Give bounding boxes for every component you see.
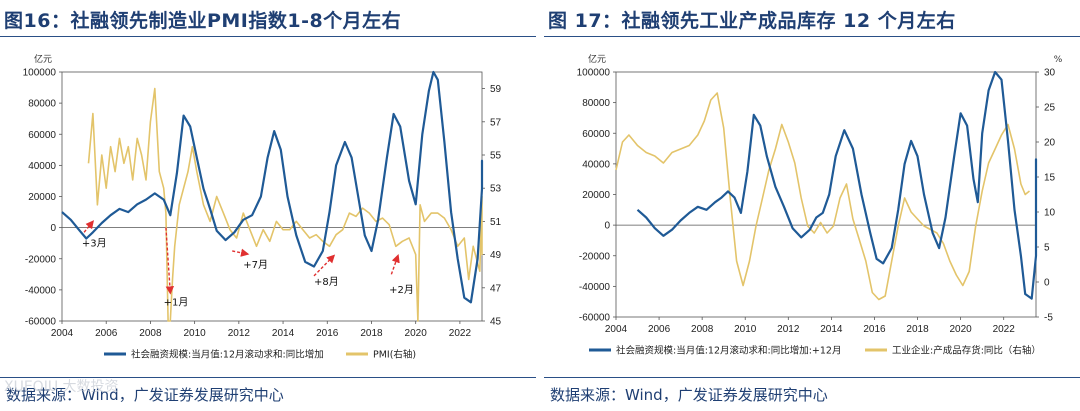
right-tick-label: 59 xyxy=(490,84,502,95)
x-tick-label: 2010 xyxy=(734,324,757,335)
x-tick-label: 2016 xyxy=(863,324,886,335)
lead-arrow xyxy=(232,248,250,257)
right-axis-unit: % xyxy=(1054,55,1063,65)
x-tick-label: 2022 xyxy=(993,324,1016,335)
lead-annotation: +8月 xyxy=(314,276,339,288)
left-tick-label: -40000 xyxy=(579,282,611,293)
right-tick-label: -5 xyxy=(1044,313,1053,324)
x-tick-label: 2010 xyxy=(184,328,207,339)
right-tick-label: 57 xyxy=(490,117,502,128)
legend-label: 社会融资规模:当月值:12月滚动求和:同比增加 xyxy=(131,349,324,361)
legend-label: PMI(右轴) xyxy=(373,349,416,361)
title-divider xyxy=(0,36,536,37)
lead-arrow xyxy=(83,220,95,233)
right-tick-label: 10 xyxy=(1044,208,1056,219)
right-tick-label: 5 xyxy=(1044,243,1050,254)
chart-title: 图 17：社融领先工业产成品库存 12 个月左右 xyxy=(548,10,956,32)
x-tick-label: 2014 xyxy=(820,324,843,335)
left-axis-unit: 亿元 xyxy=(588,53,606,65)
x-tick-label: 2004 xyxy=(51,328,74,339)
chart-panel-16: 图16：社融领先制造业PMI指数1-8个月左右 亿元 100000 80000 600… xyxy=(0,0,536,411)
chart-title: 图16：社融领先制造业PMI指数1-8个月左右 xyxy=(4,10,402,32)
series-line xyxy=(636,70,1038,300)
x-tick-label: 2008 xyxy=(691,324,714,335)
lead-annotation: +7月 xyxy=(243,259,268,271)
x-tick-label: 2004 xyxy=(605,324,628,335)
plot-frame xyxy=(615,71,1037,318)
right-tick-label: 45 xyxy=(490,317,502,328)
lead-arrow xyxy=(313,254,336,277)
left-tick-label: 100000 xyxy=(23,68,57,79)
right-tick-label: 20 xyxy=(1044,138,1056,149)
right-tick-label: 47 xyxy=(490,283,502,294)
legend-label: 社会融资规模:当月值:12月滚动求和:同比增加:+12月 xyxy=(616,345,841,357)
right-tick-label: 30 xyxy=(1044,68,1056,79)
chart-17-svg: 亿元 % 100000 80000 60000 40000 20000 0 -20000 -400… xyxy=(577,53,1063,357)
lead-annotation: +1月 xyxy=(164,296,189,308)
series-line xyxy=(615,92,1031,301)
right-tick-label: 49 xyxy=(490,250,502,261)
source-divider xyxy=(0,377,536,378)
x-tick-label: 2006 xyxy=(648,324,671,335)
legend-label: 工业企业:产成品存货:同比（右轴） xyxy=(892,345,1041,357)
right-tick-label: 51 xyxy=(490,217,502,228)
x-tick-label: 2012 xyxy=(228,328,251,339)
watermark: XUEQIU 大数投资 xyxy=(4,379,119,395)
left-tick-label: 80000 xyxy=(582,98,610,109)
right-tick-label: 25 xyxy=(1044,103,1056,114)
data-source-note: 数据来源：Wind，广发证券发展研究中心 xyxy=(550,386,828,404)
x-tick-label: 2022 xyxy=(449,328,472,339)
lead-annotation: +3月 xyxy=(82,237,107,249)
lead-arrow xyxy=(390,254,400,275)
left-tick-label: 40000 xyxy=(582,159,610,170)
right-tick-label: 15 xyxy=(1044,173,1056,184)
chart-16-svg: 亿元 100000 80000 60000 40000 20000 0 -20000 -4000… xyxy=(23,53,502,361)
lead-arrow xyxy=(165,227,175,295)
left-tick-label: 0 xyxy=(604,221,610,232)
left-tick-label: -40000 xyxy=(25,285,57,296)
left-tick-label: 40000 xyxy=(28,161,56,172)
left-tick-label: 100000 xyxy=(577,68,611,79)
left-tick-label: -60000 xyxy=(25,317,57,328)
title-divider xyxy=(544,36,1080,37)
x-tick-label: 2016 xyxy=(316,328,339,339)
x-tick-label: 2020 xyxy=(405,328,428,339)
x-tick-label: 2014 xyxy=(272,328,295,339)
left-tick-label: 80000 xyxy=(28,99,56,110)
series-line xyxy=(61,70,484,304)
data-source-note: 数据来源：Wind，广发证券发展研究中心 xyxy=(6,386,284,404)
source-divider xyxy=(544,377,1080,378)
left-tick-label: 20000 xyxy=(582,190,610,201)
right-tick-label: 53 xyxy=(490,184,502,195)
left-tick-label: 60000 xyxy=(28,130,56,141)
x-tick-label: 2020 xyxy=(949,324,972,335)
left-tick-label: -60000 xyxy=(579,313,611,324)
left-axis-unit: 亿元 xyxy=(34,53,52,65)
right-tick-label: 55 xyxy=(490,151,502,162)
x-tick-label: 2006 xyxy=(95,328,118,339)
x-tick-label: 2008 xyxy=(139,328,162,339)
series-line xyxy=(87,87,483,322)
left-tick-label: 0 xyxy=(50,223,56,234)
x-tick-label: 2012 xyxy=(777,324,800,335)
left-tick-label: -20000 xyxy=(25,254,57,265)
x-tick-label: 2018 xyxy=(360,328,383,339)
left-tick-label: -20000 xyxy=(579,251,611,262)
chart-panel-17: 图 17：社融领先工业产成品库存 12 个月左右 亿元% 100000 80000 6… xyxy=(544,0,1080,411)
lead-annotation: +2月 xyxy=(389,284,414,296)
right-tick-label: 0 xyxy=(1044,278,1050,289)
left-tick-label: 60000 xyxy=(582,129,610,140)
left-tick-label: 20000 xyxy=(28,192,56,203)
x-tick-label: 2018 xyxy=(906,324,929,335)
